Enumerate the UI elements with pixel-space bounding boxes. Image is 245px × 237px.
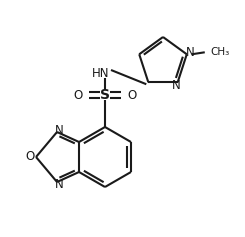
Text: O: O xyxy=(73,88,83,101)
Text: CH₃: CH₃ xyxy=(211,47,230,57)
Text: N: N xyxy=(55,123,63,137)
Text: N: N xyxy=(172,79,181,92)
Text: N: N xyxy=(55,178,63,191)
Text: O: O xyxy=(25,150,35,164)
Text: HN: HN xyxy=(92,67,110,79)
Text: N: N xyxy=(185,46,194,59)
Text: O: O xyxy=(127,88,137,101)
Text: S: S xyxy=(100,88,110,102)
